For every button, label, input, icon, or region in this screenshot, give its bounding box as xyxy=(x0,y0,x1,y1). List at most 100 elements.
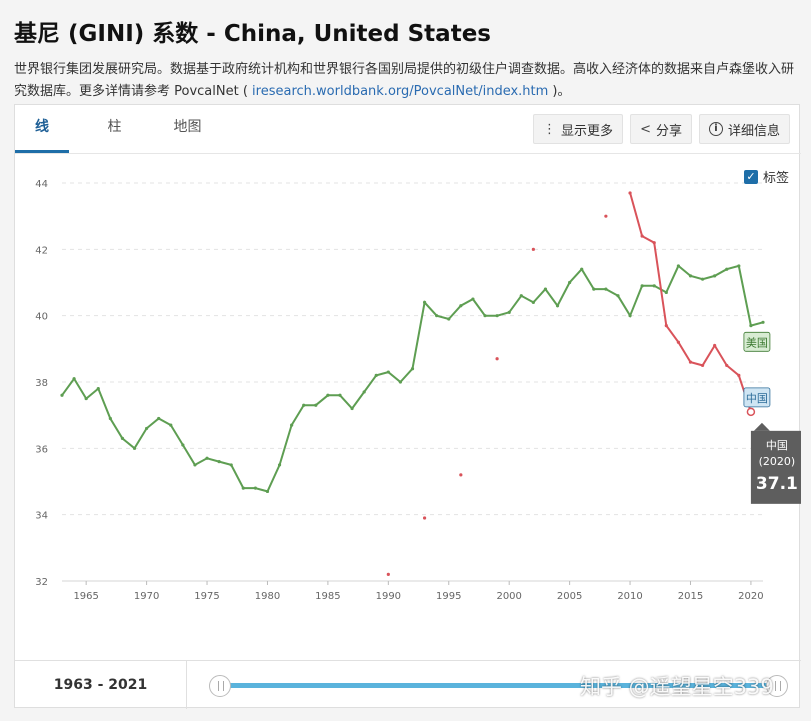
data-point xyxy=(398,380,403,384)
data-point xyxy=(652,284,656,288)
x-tick-label: 1970 xyxy=(134,591,159,602)
share-label: 分享 xyxy=(655,123,682,139)
data-point xyxy=(96,387,100,391)
share-icon: < xyxy=(640,121,651,137)
x-tick-label: 1980 xyxy=(255,591,280,602)
data-point xyxy=(676,264,680,268)
data-point xyxy=(555,304,560,308)
data-point xyxy=(580,267,584,271)
data-point xyxy=(326,393,330,397)
data-point xyxy=(302,403,306,407)
data-point xyxy=(241,486,245,490)
data-point xyxy=(604,214,608,218)
data-point xyxy=(737,373,741,377)
data-point xyxy=(108,416,112,421)
x-tick-label: 2000 xyxy=(496,591,521,602)
chart-toolbar: ⋮ 显示更多 < 分享 i 详细信息 xyxy=(533,114,790,144)
slider-end-handle[interactable] xyxy=(766,675,788,697)
data-point xyxy=(290,423,294,427)
watermark: 知乎 @遥望星空339 xyxy=(580,675,774,699)
x-tick-label: 1965 xyxy=(73,591,98,602)
year-range-slider[interactable] xyxy=(220,683,777,688)
tab-map[interactable]: 地图 xyxy=(173,119,202,135)
data-point xyxy=(688,274,693,278)
show-more-button[interactable]: ⋮ 显示更多 xyxy=(533,114,624,144)
povcalnet-link[interactable]: iresearch.worldbank.org/PovcalNet/index.… xyxy=(252,84,549,99)
data-point xyxy=(84,396,88,401)
data-point xyxy=(604,287,608,291)
tooltip-pointer xyxy=(753,422,770,431)
x-tick-label: 2010 xyxy=(617,591,642,602)
series-label-china: 中国 xyxy=(746,392,768,405)
series-label-china-bg xyxy=(743,387,771,408)
labels-toggle[interactable]: ✓ 标签 xyxy=(744,167,789,186)
x-tick-label: 1985 xyxy=(315,591,340,602)
data-point xyxy=(628,191,632,195)
data-point xyxy=(652,241,656,245)
data-point xyxy=(145,426,149,431)
info-icon: i xyxy=(708,122,723,136)
data-point xyxy=(471,297,475,301)
data-point xyxy=(120,436,125,440)
data-point xyxy=(338,393,342,397)
page-title: 基尼 (GINI) 系数 - China, United States xyxy=(14,21,491,47)
data-point xyxy=(725,267,729,271)
data-point xyxy=(157,416,161,421)
x-tick-label: 1990 xyxy=(376,591,401,602)
line-chart: 32 34 36 38 40 42 44 1965 1970 1975 1980 1985 1990 19… xyxy=(35,179,801,602)
chart-panel: 32 34 36 38 40 42 44 1965 1970 1975 1980 1985 1990 19… xyxy=(14,104,801,709)
data-point xyxy=(737,264,741,268)
checkbox-checked-icon[interactable]: ✓ xyxy=(744,169,758,184)
data-point xyxy=(700,277,705,281)
subtitle-text: 世界银行集团发展研究局。数据基于政府统计机构和世界银行各国别局提供的初级住户调查… xyxy=(14,62,795,99)
tooltip-box xyxy=(750,430,801,504)
data-point xyxy=(169,423,173,427)
x-tick-label: 1975 xyxy=(194,591,219,602)
year-range-bar: 1963 - 2021 xyxy=(15,660,801,709)
x-tick-label: 2020 xyxy=(738,591,763,602)
slider-start-handle[interactable] xyxy=(209,675,231,697)
data-point xyxy=(193,463,197,467)
data-point xyxy=(616,294,620,298)
tooltip-value: 37.1 xyxy=(756,474,798,494)
data-point xyxy=(410,367,415,371)
data-point xyxy=(495,314,499,318)
data-point xyxy=(543,287,548,291)
data-point xyxy=(592,287,596,291)
data-point xyxy=(713,274,717,278)
data-point-highlighted xyxy=(746,407,756,417)
y-tick-label: 44 xyxy=(35,179,48,190)
more-vertical-icon: ⋮ xyxy=(543,121,557,137)
data-point xyxy=(507,310,511,314)
data-point xyxy=(217,460,221,464)
tab-divider xyxy=(15,153,801,154)
data-point xyxy=(350,406,354,411)
data-point xyxy=(640,234,644,238)
subtitle-end: )。 xyxy=(548,84,571,99)
data-point xyxy=(422,300,427,304)
data-point xyxy=(362,390,366,394)
y-tick-label: 32 xyxy=(35,577,48,588)
share-button[interactable]: < 分享 xyxy=(630,114,692,144)
data-point xyxy=(531,300,535,304)
year-range-label: 1963 - 2021 xyxy=(15,661,187,709)
tab-line[interactable]: 线 xyxy=(15,105,69,153)
data-point xyxy=(435,314,439,318)
data-point xyxy=(314,403,318,407)
data-point xyxy=(447,317,451,321)
data-point xyxy=(519,294,523,298)
y-tick-label: 42 xyxy=(35,245,48,256)
show-more-label: 显示更多 xyxy=(561,123,614,139)
view-tabs: 线 柱 地图 xyxy=(15,105,215,153)
data-point xyxy=(568,280,572,285)
data-point xyxy=(664,290,668,295)
x-tick-label: 2015 xyxy=(678,591,703,602)
data-point xyxy=(181,443,185,447)
data-point xyxy=(761,320,765,324)
data-point xyxy=(422,516,427,520)
details-button[interactable]: i 详细信息 xyxy=(698,114,790,144)
data-point xyxy=(676,340,680,344)
tab-bar[interactable]: 柱 xyxy=(107,119,122,135)
data-point xyxy=(60,393,64,397)
data-point xyxy=(386,572,390,576)
